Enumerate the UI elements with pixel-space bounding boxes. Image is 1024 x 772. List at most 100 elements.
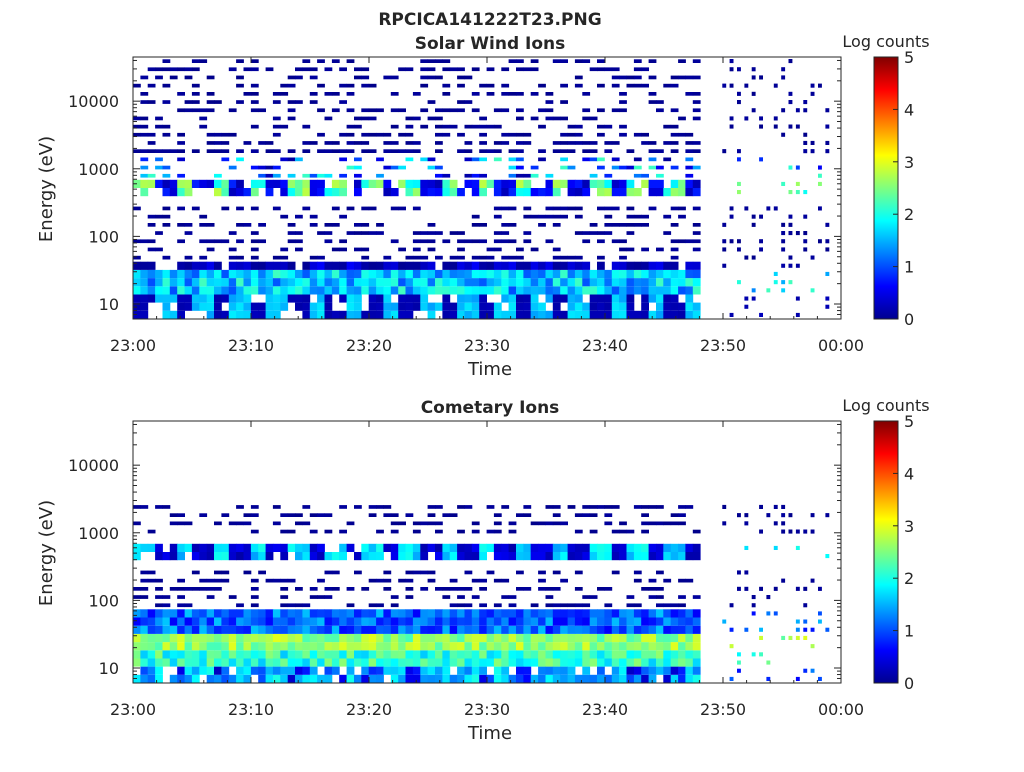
heatmap-cell <box>457 587 465 591</box>
heatmap-cell <box>582 179 591 188</box>
heatmap-cell <box>560 286 568 295</box>
heatmap-cell <box>530 302 539 311</box>
heatmap-cell <box>656 642 664 651</box>
heatmap-cell <box>302 302 311 311</box>
heatmap-cell <box>538 570 546 575</box>
heatmap-cell <box>140 173 149 178</box>
heatmap-cell <box>361 552 370 561</box>
heatmap-cell <box>368 149 377 153</box>
heatmap-cell <box>449 231 458 235</box>
heatmap-cell <box>361 247 370 252</box>
heatmap-cell <box>656 603 664 608</box>
heatmap-cell <box>140 149 149 153</box>
heatmap-cell <box>825 627 830 632</box>
heatmap-cell <box>177 179 185 188</box>
heatmap-cell <box>626 223 635 227</box>
heatmap-cell <box>604 513 613 517</box>
heatmap-cell <box>302 206 311 211</box>
heatmap-cell <box>685 658 694 667</box>
colorbar-tick-label: 1 <box>904 258 914 277</box>
heatmap-cell <box>435 658 443 667</box>
heatmap-cell <box>272 269 281 279</box>
heatmap-cell <box>287 278 296 287</box>
heatmap-cell <box>685 149 694 153</box>
heatmap-cell <box>545 521 554 526</box>
heatmap-cell <box>228 261 237 270</box>
heatmap-cell <box>597 261 605 270</box>
heatmap-cell <box>309 543 318 552</box>
heatmap-cell <box>530 214 539 219</box>
heatmap-cell <box>479 261 487 270</box>
heatmap-cell <box>317 609 325 618</box>
heatmap-cell <box>398 269 406 279</box>
heatmap-cell <box>435 165 443 170</box>
heatmap-cell <box>486 310 495 319</box>
heatmap-cell <box>258 173 266 178</box>
heatmap-cell <box>545 658 554 667</box>
heatmap-cell <box>530 603 539 608</box>
heatmap-cell <box>685 179 694 188</box>
heatmap-cell <box>545 239 554 244</box>
heatmap-cell <box>545 269 554 279</box>
heatmap-cell <box>449 108 458 113</box>
heatmap-cell <box>464 239 473 244</box>
heatmap-cell <box>324 141 333 145</box>
heatmap-cell <box>331 587 340 591</box>
heatmap-cell <box>538 157 546 162</box>
heatmap-cell <box>390 543 399 552</box>
heatmap-cell <box>390 108 399 113</box>
heatmap-cell <box>236 206 244 211</box>
heatmap-cell <box>479 658 487 667</box>
heatmap-cell <box>611 206 620 211</box>
heatmap-cell <box>626 595 635 599</box>
heatmap-cell <box>648 157 657 162</box>
heatmap-cell <box>464 570 473 575</box>
heatmap-cell <box>670 310 679 319</box>
heatmap-cell <box>670 513 679 517</box>
heatmap-cell <box>435 124 443 129</box>
heatmap-cell <box>214 132 222 137</box>
heatmap-cell <box>670 658 679 667</box>
heatmap-cell <box>302 505 311 509</box>
heatmap-cell <box>648 552 657 561</box>
heatmap-cell <box>199 617 208 626</box>
heatmap-cell <box>619 658 627 667</box>
heatmap-cell <box>287 642 296 651</box>
heatmap-cell <box>346 269 355 279</box>
heatmap-cell <box>427 666 436 675</box>
heatmap-cell <box>574 231 583 235</box>
heatmap-cell <box>206 658 215 667</box>
heatmap-cell <box>258 642 266 651</box>
heatmap-cell <box>184 286 193 295</box>
heatmap-cell <box>611 157 620 162</box>
heatmap-cell <box>162 100 171 104</box>
heatmap-cell <box>773 206 778 211</box>
heatmap-cell <box>516 278 524 287</box>
heatmap-cell <box>589 633 598 643</box>
heatmap-cell <box>228 231 237 235</box>
heatmap-cell <box>471 642 480 651</box>
heatmap-cell <box>162 255 171 260</box>
heatmap-cell <box>250 278 259 287</box>
heatmap-cell <box>155 149 163 153</box>
heatmap-cell <box>619 261 627 270</box>
heatmap-cell <box>781 75 786 80</box>
heatmap-cell <box>206 617 215 626</box>
heatmap-cell <box>302 666 311 675</box>
heatmap-cell <box>280 83 289 88</box>
heatmap-cell <box>331 261 340 270</box>
heatmap-cell <box>589 269 598 279</box>
heatmap-cell <box>184 255 193 260</box>
heatmap-cell <box>221 310 230 319</box>
heatmap-cell <box>442 609 451 618</box>
heatmap-cell <box>516 261 524 270</box>
heatmap-cell <box>162 269 171 279</box>
heatmap-cell <box>191 100 200 104</box>
heatmap-cell <box>479 666 487 675</box>
heatmap-cell <box>597 278 605 287</box>
heatmap-cell <box>633 165 642 170</box>
heatmap-cell <box>508 625 517 634</box>
heatmap-cell <box>346 302 355 311</box>
heatmap-cell <box>523 278 532 287</box>
heatmap-cell <box>530 658 539 667</box>
